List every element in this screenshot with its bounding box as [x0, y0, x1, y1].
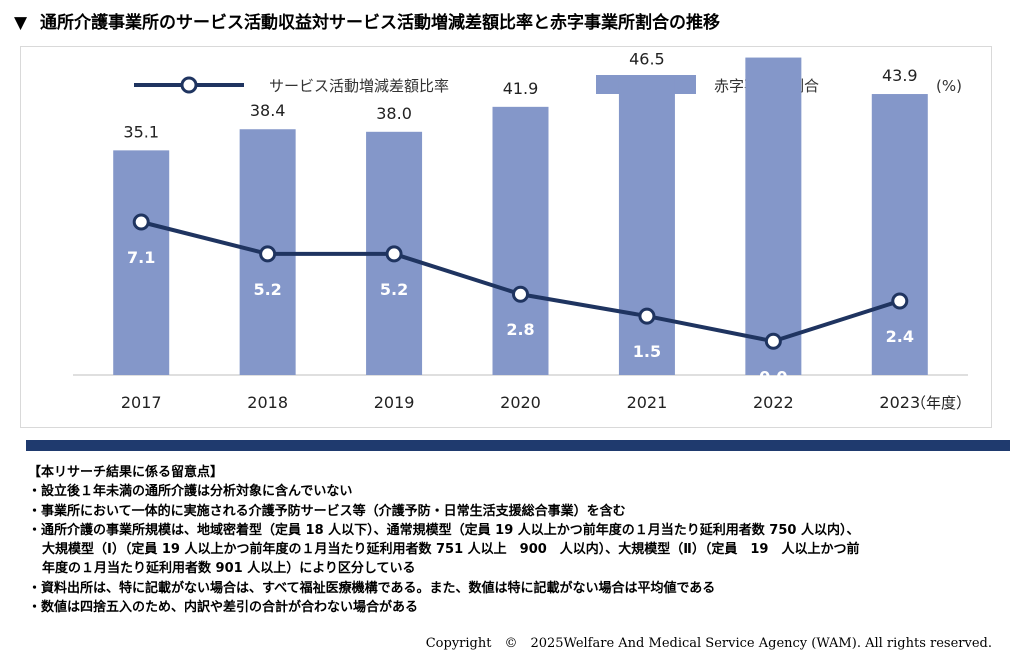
chart-title-text: 通所介護事業所のサービス活動収益対サービス活動増減差額比率と赤字事業所割合の推移	[40, 13, 720, 33]
line-value-label: 2.4	[886, 327, 914, 346]
line-value-label: 1.5	[633, 342, 661, 361]
line-value-label: 0.0	[759, 367, 787, 386]
note-item: ・資料出所は、特に記載がない場合は、すべて福祉医療機構である。また、数値は特に記…	[28, 580, 716, 596]
x-tick-label: 2022	[753, 393, 794, 412]
bar-value-label: 38.0	[376, 104, 412, 123]
chart-title: ▼ 通所介護事業所のサービス活動収益対サービス活動増減差額比率と赤字事業所割合の推…	[14, 8, 720, 38]
note-item: ・通所介護の事業所規模は、地域密着型（定員 18 人以下）、通常規模型（定員 1…	[28, 522, 860, 538]
x-tick-label: 2023	[879, 393, 920, 412]
x-tick-label: 2017	[121, 393, 162, 412]
line-point	[132, 213, 150, 231]
note-item: 年度の１月当たり延利用者数 901 人以上）により区分している	[42, 561, 416, 577]
line-value-label: 2.8	[506, 320, 534, 339]
line-point	[259, 245, 277, 263]
bar	[113, 150, 170, 375]
divider-bar	[26, 440, 1010, 451]
line-point	[891, 292, 909, 310]
chart-frame: サービス活動増減差額比率赤字事業所割合(%)35.1201738.4201838…	[20, 46, 992, 428]
bar	[492, 106, 549, 375]
note-item: ・事業所において一体的に実施される介護予防サービス等（介護予防・日常生活支援総合…	[28, 503, 626, 519]
bar-value-label: 35.1	[123, 122, 159, 141]
note-item: 大規模型（Ⅰ）（定員 19 人以上かつ前年度の１月当たり延利用者数 751 人以…	[42, 542, 860, 558]
y-unit-label: (%)	[936, 77, 962, 95]
bar	[745, 57, 802, 375]
line-point	[385, 245, 403, 263]
bar	[618, 77, 675, 376]
notes-heading: 【本リサーチ結果に係る留意点】	[28, 465, 224, 480]
bar-value-label: 46.5	[629, 49, 665, 68]
copyright-text: Copyright © 2025Welfare And Medical Serv…	[425, 636, 992, 651]
bar-value-label: 41.9	[503, 79, 539, 98]
x-tick-label: 2018	[247, 393, 288, 412]
note-item: ・数値は四捨五入のため、内訳や差引の合計が合わない場合がある	[28, 600, 419, 616]
line-value-label: 5.2	[380, 280, 408, 299]
notes-section: 【本リサーチ結果に係る留意点】 ・設立後１年未満の通所介護は分析対象に含んでいな…	[28, 463, 1008, 617]
x-tick-label: 2020	[500, 393, 541, 412]
line-point	[512, 285, 529, 303]
line-value-label: 7.1	[127, 248, 155, 267]
legend-line-label: サービス活動増減差額比率	[269, 77, 449, 95]
chart: サービス活動増減差額比率赤字事業所割合(%)35.1201738.4201838…	[73, 47, 971, 412]
line-value-label: 5.2	[253, 280, 281, 299]
triangle-marker-icon: ▼	[14, 13, 28, 33]
x-tick-label: 2021	[627, 393, 668, 412]
x-tick-label: 2019	[374, 393, 415, 412]
line-point	[638, 307, 656, 325]
line-point	[764, 332, 782, 350]
legend-line-point	[180, 76, 198, 94]
bar-value-label: 38.4	[250, 101, 286, 120]
x-unit-label: （年度）	[911, 394, 971, 412]
bar-value-label: 49.6	[756, 47, 792, 49]
bar-value-label: 43.9	[882, 66, 918, 85]
note-item: ・設立後１年未満の通所介護は分析対象に含んでいない	[28, 484, 353, 500]
bar	[871, 94, 928, 375]
